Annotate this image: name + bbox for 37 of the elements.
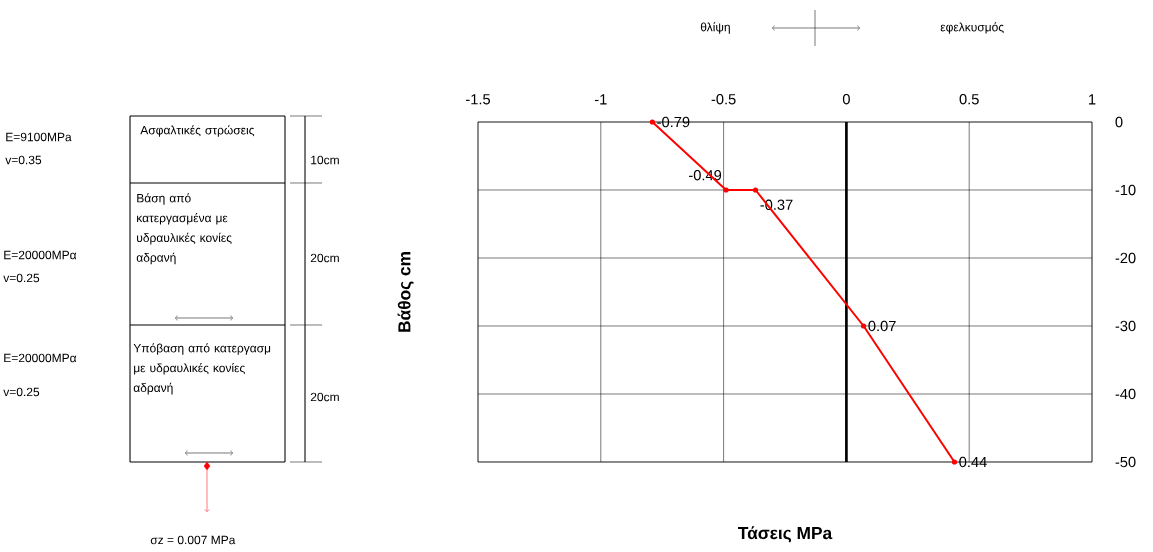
y-tick-label: 0 — [1115, 116, 1123, 128]
point — [723, 187, 729, 193]
annotation: 0.07 — [868, 320, 896, 332]
y-tick-label: -40 — [1115, 388, 1136, 400]
point — [951, 459, 958, 465]
text: εφελκυσμός — [940, 22, 1004, 34]
text: 10cm — [311, 155, 339, 165]
text: v=0.35 — [5, 155, 42, 165]
x-axis-title: Τάσεις MPa — [738, 526, 833, 543]
text: E=20000MPα — [4, 250, 77, 260]
text: 20cm — [310, 253, 339, 263]
x-tick-label: 1 — [1089, 94, 1096, 105]
y-axis-title: Βάθος cm — [397, 252, 414, 332]
y-tick-label: -50 — [1115, 456, 1136, 468]
text: Υπόβαση από κατεργασμ με υδραυλικές κονίες αδρανή — [133, 343, 271, 395]
text: v=0.25 — [3, 273, 40, 283]
annotation: -0.79 — [657, 116, 690, 128]
annotation: 0.44 — [959, 456, 987, 468]
text: Ασφαλτικές στρώσεις — [140, 125, 255, 137]
text: 20cm — [310, 392, 339, 402]
y-tick-label: -20 — [1115, 252, 1136, 264]
x-tick-label: -0.5 — [711, 94, 736, 105]
point — [649, 119, 655, 125]
text: Βάση από κατεργασμένα με υδραυλικές κονίες αδρανή — [136, 193, 232, 265]
x-tick-label: 0.5 — [959, 94, 979, 105]
y-tick-label: -30 — [1115, 320, 1136, 332]
x-tick-label: -1 — [594, 94, 607, 105]
text: σz = 0.007 MPa — [150, 535, 236, 545]
x-tick-label: -1.5 — [466, 94, 491, 105]
y-tick-label: -10 — [1115, 184, 1136, 196]
point — [752, 187, 759, 193]
text: E=20000MPα — [4, 353, 77, 363]
x-tick-label: 0 — [842, 94, 850, 105]
text: v=0.25 — [3, 387, 40, 397]
point — [861, 323, 867, 329]
text: θλίψη — [700, 22, 730, 34]
text: E=9100MPa — [6, 132, 72, 142]
